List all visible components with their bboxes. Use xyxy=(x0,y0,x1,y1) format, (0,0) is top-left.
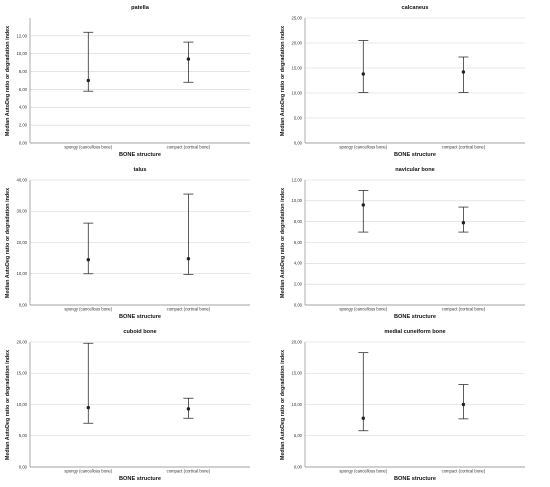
y-tick-label: 40,00 xyxy=(17,177,28,182)
chart-panel-5: cuboid bone Median AutoDeg ratio or degra… xyxy=(0,324,275,486)
chart-panel-3: talus Median AutoDeg ratio or degradation… xyxy=(0,162,275,324)
median-point xyxy=(186,57,191,61)
x-axis-label: BONE structure xyxy=(119,476,161,482)
plot-area: 0,00 5,00 10,00 15,00 20,00 spongy (cancellou… xyxy=(292,339,525,474)
y-tick-label: 8,00 xyxy=(294,219,303,224)
chart-panel-2: calcaneus Median AutoDeg ratio or degrada… xyxy=(275,0,550,162)
chart-title: talus xyxy=(133,167,147,173)
y-axis-label: Median AutoDeg ratio or degradation inde… xyxy=(5,187,11,298)
chart-panel-6: medial cuneiform bone Median AutoDeg rati… xyxy=(275,324,550,486)
plot-area: 0,00 5,00 10,00 15,00 20,00 spongy (cancellou… xyxy=(17,339,250,474)
x-tick-label: spongy (cancellous bone) xyxy=(64,307,112,312)
x-tick-label: compact (cortical bone) xyxy=(167,145,211,150)
x-axis-label: BONE structure xyxy=(119,152,161,158)
x-tick-label: spongy (cancellous bone) xyxy=(339,145,387,150)
y-tick-label: 12,00 xyxy=(17,33,28,38)
median-point xyxy=(361,203,365,207)
y-tick-label: 15,00 xyxy=(292,65,303,70)
x-tick-label: spongy (cancellous bone) xyxy=(64,145,112,150)
y-tick-label: 12,00 xyxy=(292,177,303,182)
y-tick-label: 0,00 xyxy=(294,302,303,307)
y-tick-label: 0,00 xyxy=(294,140,303,145)
x-tick-label: compact (cortical bone) xyxy=(442,145,486,150)
median-point xyxy=(361,72,365,76)
plot-area: 0,00 2,00 4,00 6,00 8,00 10,00 12,00 spongy (ca… xyxy=(17,18,250,150)
y-tick-label: 6,00 xyxy=(294,240,303,245)
y-tick-label: 25,00 xyxy=(292,15,303,20)
y-tick-label: 8,00 xyxy=(19,69,28,74)
y-tick-label: 10,00 xyxy=(17,271,28,276)
plot-area: 0,00 5,00 10,00 15,00 20,00 25,00 spongy (canc… xyxy=(292,15,525,150)
x-tick-label: compact (cortical bone) xyxy=(442,469,486,474)
y-tick-label: 2,00 xyxy=(294,282,303,287)
y-tick-label: 10,00 xyxy=(292,198,303,203)
y-tick-label: 10,00 xyxy=(17,51,28,56)
chart-title: navicular bone xyxy=(395,167,435,173)
y-tick-label: 15,00 xyxy=(17,371,28,376)
y-axis-label: Median AutoDeg ratio or degradation inde… xyxy=(5,349,11,460)
y-tick-label: 20,00 xyxy=(292,40,303,45)
median-point xyxy=(461,70,466,74)
plot-area: 0,00 10,00 20,00 30,00 40,00 spongy (cancello… xyxy=(17,177,250,312)
y-tick-label: 20,00 xyxy=(17,339,28,344)
y-tick-label: 10,00 xyxy=(292,90,303,95)
y-tick-label: 20,00 xyxy=(292,339,303,344)
y-tick-label: 0,00 xyxy=(19,464,28,469)
median-point xyxy=(186,407,191,411)
y-tick-label: 0,00 xyxy=(294,464,303,469)
chart-title: medial cuneiform bone xyxy=(384,329,446,335)
median-point xyxy=(361,416,365,420)
y-tick-label: 4,00 xyxy=(294,261,303,266)
y-tick-label: 2,00 xyxy=(19,123,28,128)
y-tick-label: 5,00 xyxy=(294,115,303,120)
median-point xyxy=(186,257,191,261)
median-point xyxy=(461,402,466,407)
y-axis-label: Median AutoDeg ratio or degradation inde… xyxy=(280,187,286,298)
chart-title: patella xyxy=(131,5,149,11)
plot-area: 0,00 2,00 4,00 6,00 8,00 10,00 12,00 spongy (ca… xyxy=(292,177,525,312)
x-tick-label: spongy (cancellous bone) xyxy=(64,469,112,474)
y-tick-label: 5,00 xyxy=(294,433,303,438)
y-tick-label: 10,00 xyxy=(292,402,303,407)
y-axis-label: Median AutoDeg ratio or degradation inde… xyxy=(5,25,11,136)
y-tick-label: 4,00 xyxy=(19,105,28,110)
x-axis-label: BONE structure xyxy=(394,314,436,320)
x-axis-label: BONE structure xyxy=(119,314,161,320)
chart-panel-4: navicular bone Median AutoDeg ratio or de… xyxy=(275,162,550,324)
median-point xyxy=(86,257,90,262)
chart-title: calcaneus xyxy=(401,5,429,11)
y-tick-label: 0,00 xyxy=(19,302,28,307)
x-tick-label: compact (cortical bone) xyxy=(442,307,486,312)
y-tick-label: 5,00 xyxy=(19,433,28,438)
x-tick-label: compact (cortical bone) xyxy=(167,307,211,312)
y-axis-label: Median AutoDeg ratio or degradation inde… xyxy=(280,349,286,460)
y-tick-label: 20,00 xyxy=(17,240,28,245)
y-tick-label: 6,00 xyxy=(19,87,28,92)
x-tick-label: compact (cortical bone) xyxy=(167,469,211,474)
x-axis-label: BONE structure xyxy=(394,476,436,482)
median-point xyxy=(461,221,466,225)
y-axis-label: Median AutoDeg ratio or degradation inde… xyxy=(280,25,286,136)
x-tick-label: spongy (cancellous bone) xyxy=(339,469,387,474)
y-tick-label: 30,00 xyxy=(17,209,28,214)
x-tick-label: spongy (cancellous bone) xyxy=(339,307,387,312)
chart-panel-1: patella Median AutoDeg ratio or degradati… xyxy=(0,0,275,162)
chart-title: cuboid bone xyxy=(123,329,157,335)
x-axis-label: BONE structure xyxy=(394,152,436,158)
y-tick-label: 15,00 xyxy=(292,371,303,376)
median-point xyxy=(86,78,90,83)
median-point xyxy=(86,405,90,410)
y-tick-label: 10,00 xyxy=(17,402,28,407)
y-tick-label: 0,00 xyxy=(19,140,28,145)
